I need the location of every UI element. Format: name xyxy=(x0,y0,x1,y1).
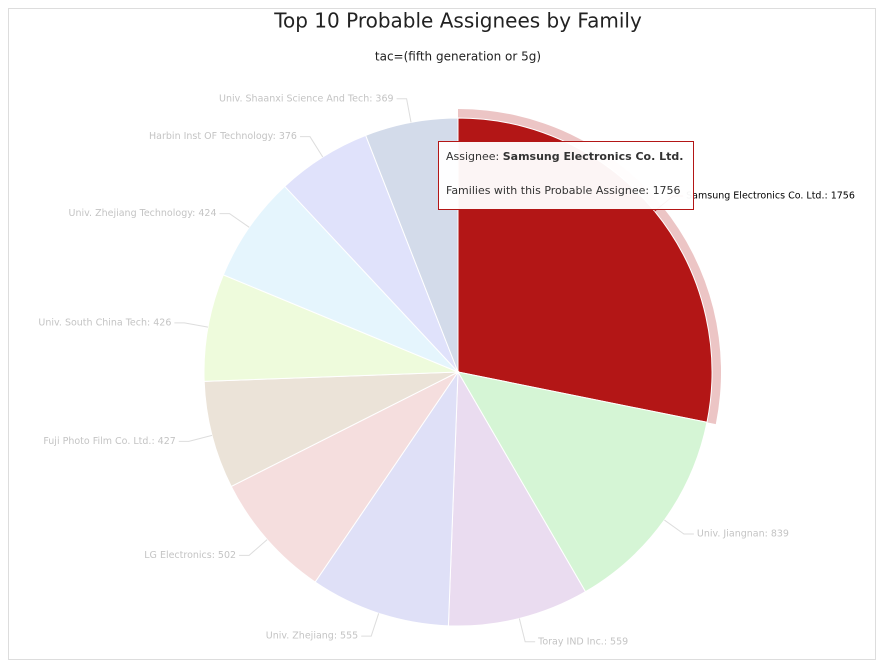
data-label: Univ. Shaanxi Science And Tech: 369 xyxy=(219,93,394,104)
slice xyxy=(222,185,459,373)
label-connector xyxy=(664,519,694,535)
data-label: Univ. Zhejiang Technology: 424 xyxy=(69,208,217,219)
data-label: Harbin Inst OF Technology: 376 xyxy=(149,131,297,142)
data-label: Fuji Photo Film Co. Ltd.: 427 xyxy=(43,436,175,447)
tooltip-line: Families with this Probable Assignee: 17… xyxy=(446,184,681,197)
tooltip-value: 1756 xyxy=(653,184,681,197)
slice xyxy=(447,370,587,627)
slice xyxy=(203,371,459,488)
slice xyxy=(457,371,708,593)
label-connector xyxy=(396,98,412,123)
data-label: LG Electronics: 502 xyxy=(144,550,236,561)
tooltip-box xyxy=(438,141,694,210)
chart-title: Top 10 Probable Assignees by Family xyxy=(273,9,642,33)
label-connector xyxy=(178,434,213,442)
data-label: Samsung Electronics Co. Ltd.: 1756 xyxy=(686,190,855,201)
slice xyxy=(203,274,459,382)
data-label: Univ. South China Tech: 426 xyxy=(38,317,171,328)
label-connector xyxy=(299,136,324,158)
label-connector xyxy=(518,618,536,643)
tooltip-line: Assignee: Samsung Electronics Co. Ltd. xyxy=(446,150,683,163)
tooltip-key: Assignee: xyxy=(446,150,499,163)
data-label: Univ. Zhejiang: 555 xyxy=(266,631,358,642)
data-label: Univ. Jiangnan: 839 xyxy=(697,529,789,540)
label-connector xyxy=(361,613,380,637)
tooltip-value: Samsung Electronics Co. Ltd. xyxy=(503,150,684,163)
chart-subtitle: tac=(fifth generation or 5g) xyxy=(375,50,541,64)
data-label: Toray IND Inc.: 559 xyxy=(537,636,628,647)
tooltip-key: Families with this Probable Assignee: xyxy=(446,184,649,197)
slice xyxy=(314,370,459,627)
label-connector xyxy=(219,213,250,228)
label-connector xyxy=(239,539,268,556)
slice xyxy=(230,370,460,583)
pie: Samsung Electronics Co. Ltd.: 1756 Univ. … xyxy=(38,93,854,647)
label-connector xyxy=(174,322,209,328)
tooltip: Assignee: Samsung Electronics Co. Ltd. F… xyxy=(438,141,694,210)
